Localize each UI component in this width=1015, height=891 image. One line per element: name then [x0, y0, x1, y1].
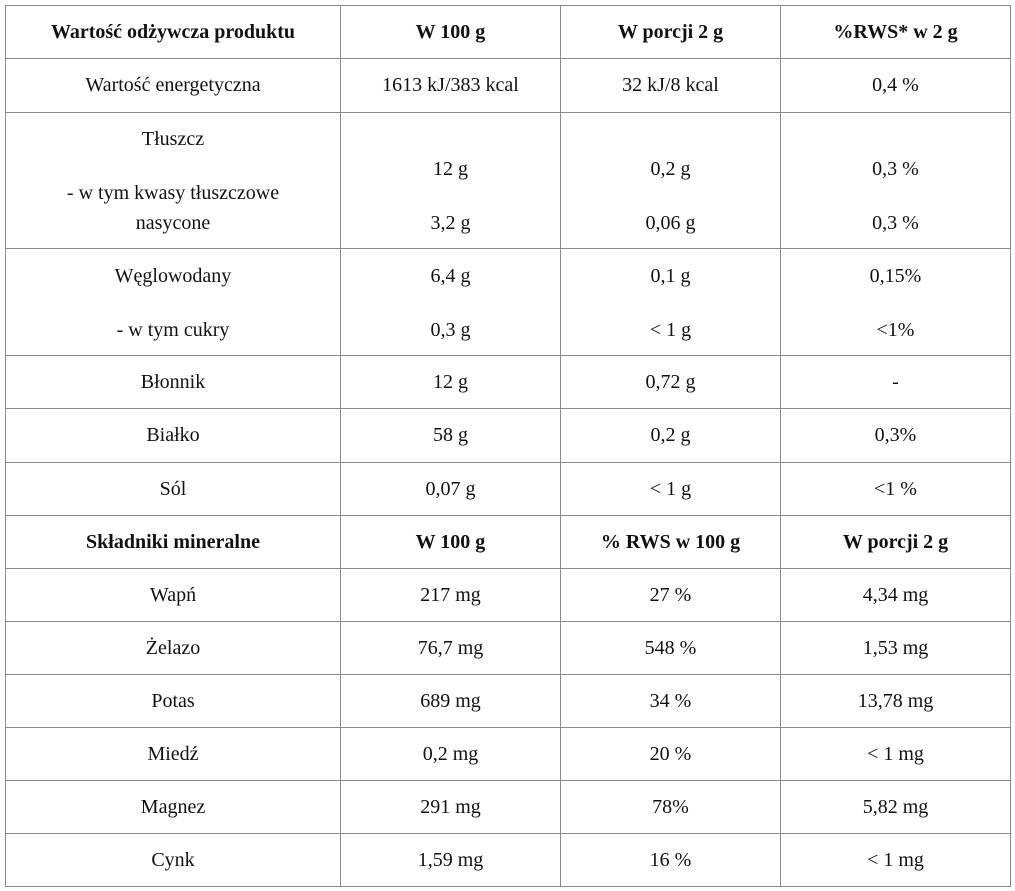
cell: 0,1 g < 1 g [560, 248, 781, 356]
mineral-row: Żelazo 76,7 mg 548 % 1,53 mg [5, 621, 1011, 675]
header-cell: Wartość odżywcza produktu [5, 5, 341, 59]
cell: < 1 g [560, 462, 781, 516]
cell: 0,3% [780, 408, 1011, 463]
cell: 0,3 % 0,3 % [780, 112, 1011, 249]
cell: 27 % [560, 568, 781, 622]
value: 3,2 g [430, 212, 471, 234]
value: 0,1 g [650, 265, 691, 287]
value: 0,3 % [872, 212, 919, 234]
table-row: Wartość energetyczna 1613 kJ/383 kcal 32… [5, 58, 1011, 113]
cell: 1,53 mg [780, 621, 1011, 675]
table-row-fat: Tłuszcz - w tym kwasy tłuszczowe nasycon… [5, 112, 1011, 249]
value: < 1 g [649, 319, 692, 341]
mineral-row: Potas 689 mg 34 % 13,78 mg [5, 674, 1011, 728]
header-cell: W 100 g [340, 515, 561, 569]
cell: 0,2 g [560, 408, 781, 463]
header-cell: % RWS w 100 g [560, 515, 781, 569]
fat-label: Tłuszcz [141, 128, 205, 150]
cell: 548 % [560, 621, 781, 675]
cell: < 1 mg [780, 727, 1011, 781]
value: 0,06 g [645, 212, 696, 234]
cell: Potas [5, 674, 341, 728]
cell: 0,2 mg [340, 727, 561, 781]
cell: 76,7 mg [340, 621, 561, 675]
header-cell: %RWS* w 2 g [780, 5, 1011, 59]
cell: 0,2 g 0,06 g [560, 112, 781, 249]
cell: <1 % [780, 462, 1011, 516]
value: <1% [876, 319, 915, 341]
cell: 34 % [560, 674, 781, 728]
value: 0,15% [869, 265, 922, 287]
cell: 1,59 mg [340, 833, 561, 887]
carbs-sub-label: - w tym cukry [116, 319, 230, 341]
cell: 5,82 mg [780, 780, 1011, 834]
cell: 1613 kJ/383 kcal [340, 58, 561, 113]
header-row: Wartość odżywcza produktu W 100 g W porc… [5, 5, 1011, 59]
minerals-header-row: Składniki mineralne W 100 g % RWS w 100 … [5, 515, 1011, 569]
cell: 0,15% <1% [780, 248, 1011, 356]
value: 0,3 % [872, 158, 919, 180]
fat-sub-label: nasycone [135, 212, 211, 234]
cell: Wapń [5, 568, 341, 622]
cell: Błonnik [5, 355, 341, 409]
cell: 0,07 g [340, 462, 561, 516]
cell: 20 % [560, 727, 781, 781]
table-row: Sól 0,07 g < 1 g <1 % [5, 462, 1011, 516]
cell: 291 mg [340, 780, 561, 834]
mineral-row: Cynk 1,59 mg 16 % < 1 mg [5, 833, 1011, 887]
cell: 0,72 g [560, 355, 781, 409]
cell: 12 g 3,2 g [340, 112, 561, 249]
table-row-carbs: Węglowodany - w tym cukry 6,4 g 0,3 g 0,… [5, 248, 1011, 356]
cell: 0,4 % [780, 58, 1011, 113]
cell: 4,34 mg [780, 568, 1011, 622]
table-row: Błonnik 12 g 0,72 g- [5, 355, 1011, 409]
cell: 217 mg [340, 568, 561, 622]
cell: 32 kJ/8 kcal [560, 58, 781, 113]
value: 0,3 g [430, 319, 471, 341]
cell: 689 mg [340, 674, 561, 728]
cell: Węglowodany - w tym cukry [5, 248, 341, 356]
cell: 13,78 mg [780, 674, 1011, 728]
value: 12 g [433, 158, 468, 180]
value: 0,2 g [650, 158, 691, 180]
fat-sub-label: - w tym kwasy tłuszczowe [66, 182, 280, 204]
cell: Tłuszcz - w tym kwasy tłuszczowe nasycon… [5, 112, 341, 249]
header-cell: W 100 g [340, 5, 561, 59]
header-cell: Składniki mineralne [5, 515, 341, 569]
cell: 6,4 g 0,3 g [340, 248, 561, 356]
cell: Magnez [5, 780, 341, 834]
value: 6,4 g [430, 265, 471, 287]
table-row: Białko 58 g 0,2 g 0,3% [5, 408, 1011, 463]
cell: < 1 mg [780, 833, 1011, 887]
cell: Wartość energetyczna [5, 58, 341, 113]
cell: 58 g [340, 408, 561, 463]
cell: Cynk [5, 833, 341, 887]
cell: - [780, 355, 1011, 409]
cell: Białko [5, 408, 341, 463]
cell: Miedź [5, 727, 341, 781]
mineral-row: Miedź 0,2 mg 20 % < 1 mg [5, 727, 1011, 781]
mineral-row: Wapń 217 mg 27 % 4,34 mg [5, 568, 1011, 622]
cell: 12 g [340, 355, 561, 409]
cell: Sól [5, 462, 341, 516]
mineral-row: Magnez 291 mg 78% 5,82 mg [5, 780, 1011, 834]
cell: 16 % [560, 833, 781, 887]
cell: Żelazo [5, 621, 341, 675]
header-cell: W porcji 2 g [780, 515, 1011, 569]
nutrition-table: Wartość odżywcza produktu W 100 g W porc… [5, 5, 1011, 887]
carbs-label: Węglowodany [114, 265, 232, 287]
header-cell: W porcji 2 g [560, 5, 781, 59]
cell: 78% [560, 780, 781, 834]
